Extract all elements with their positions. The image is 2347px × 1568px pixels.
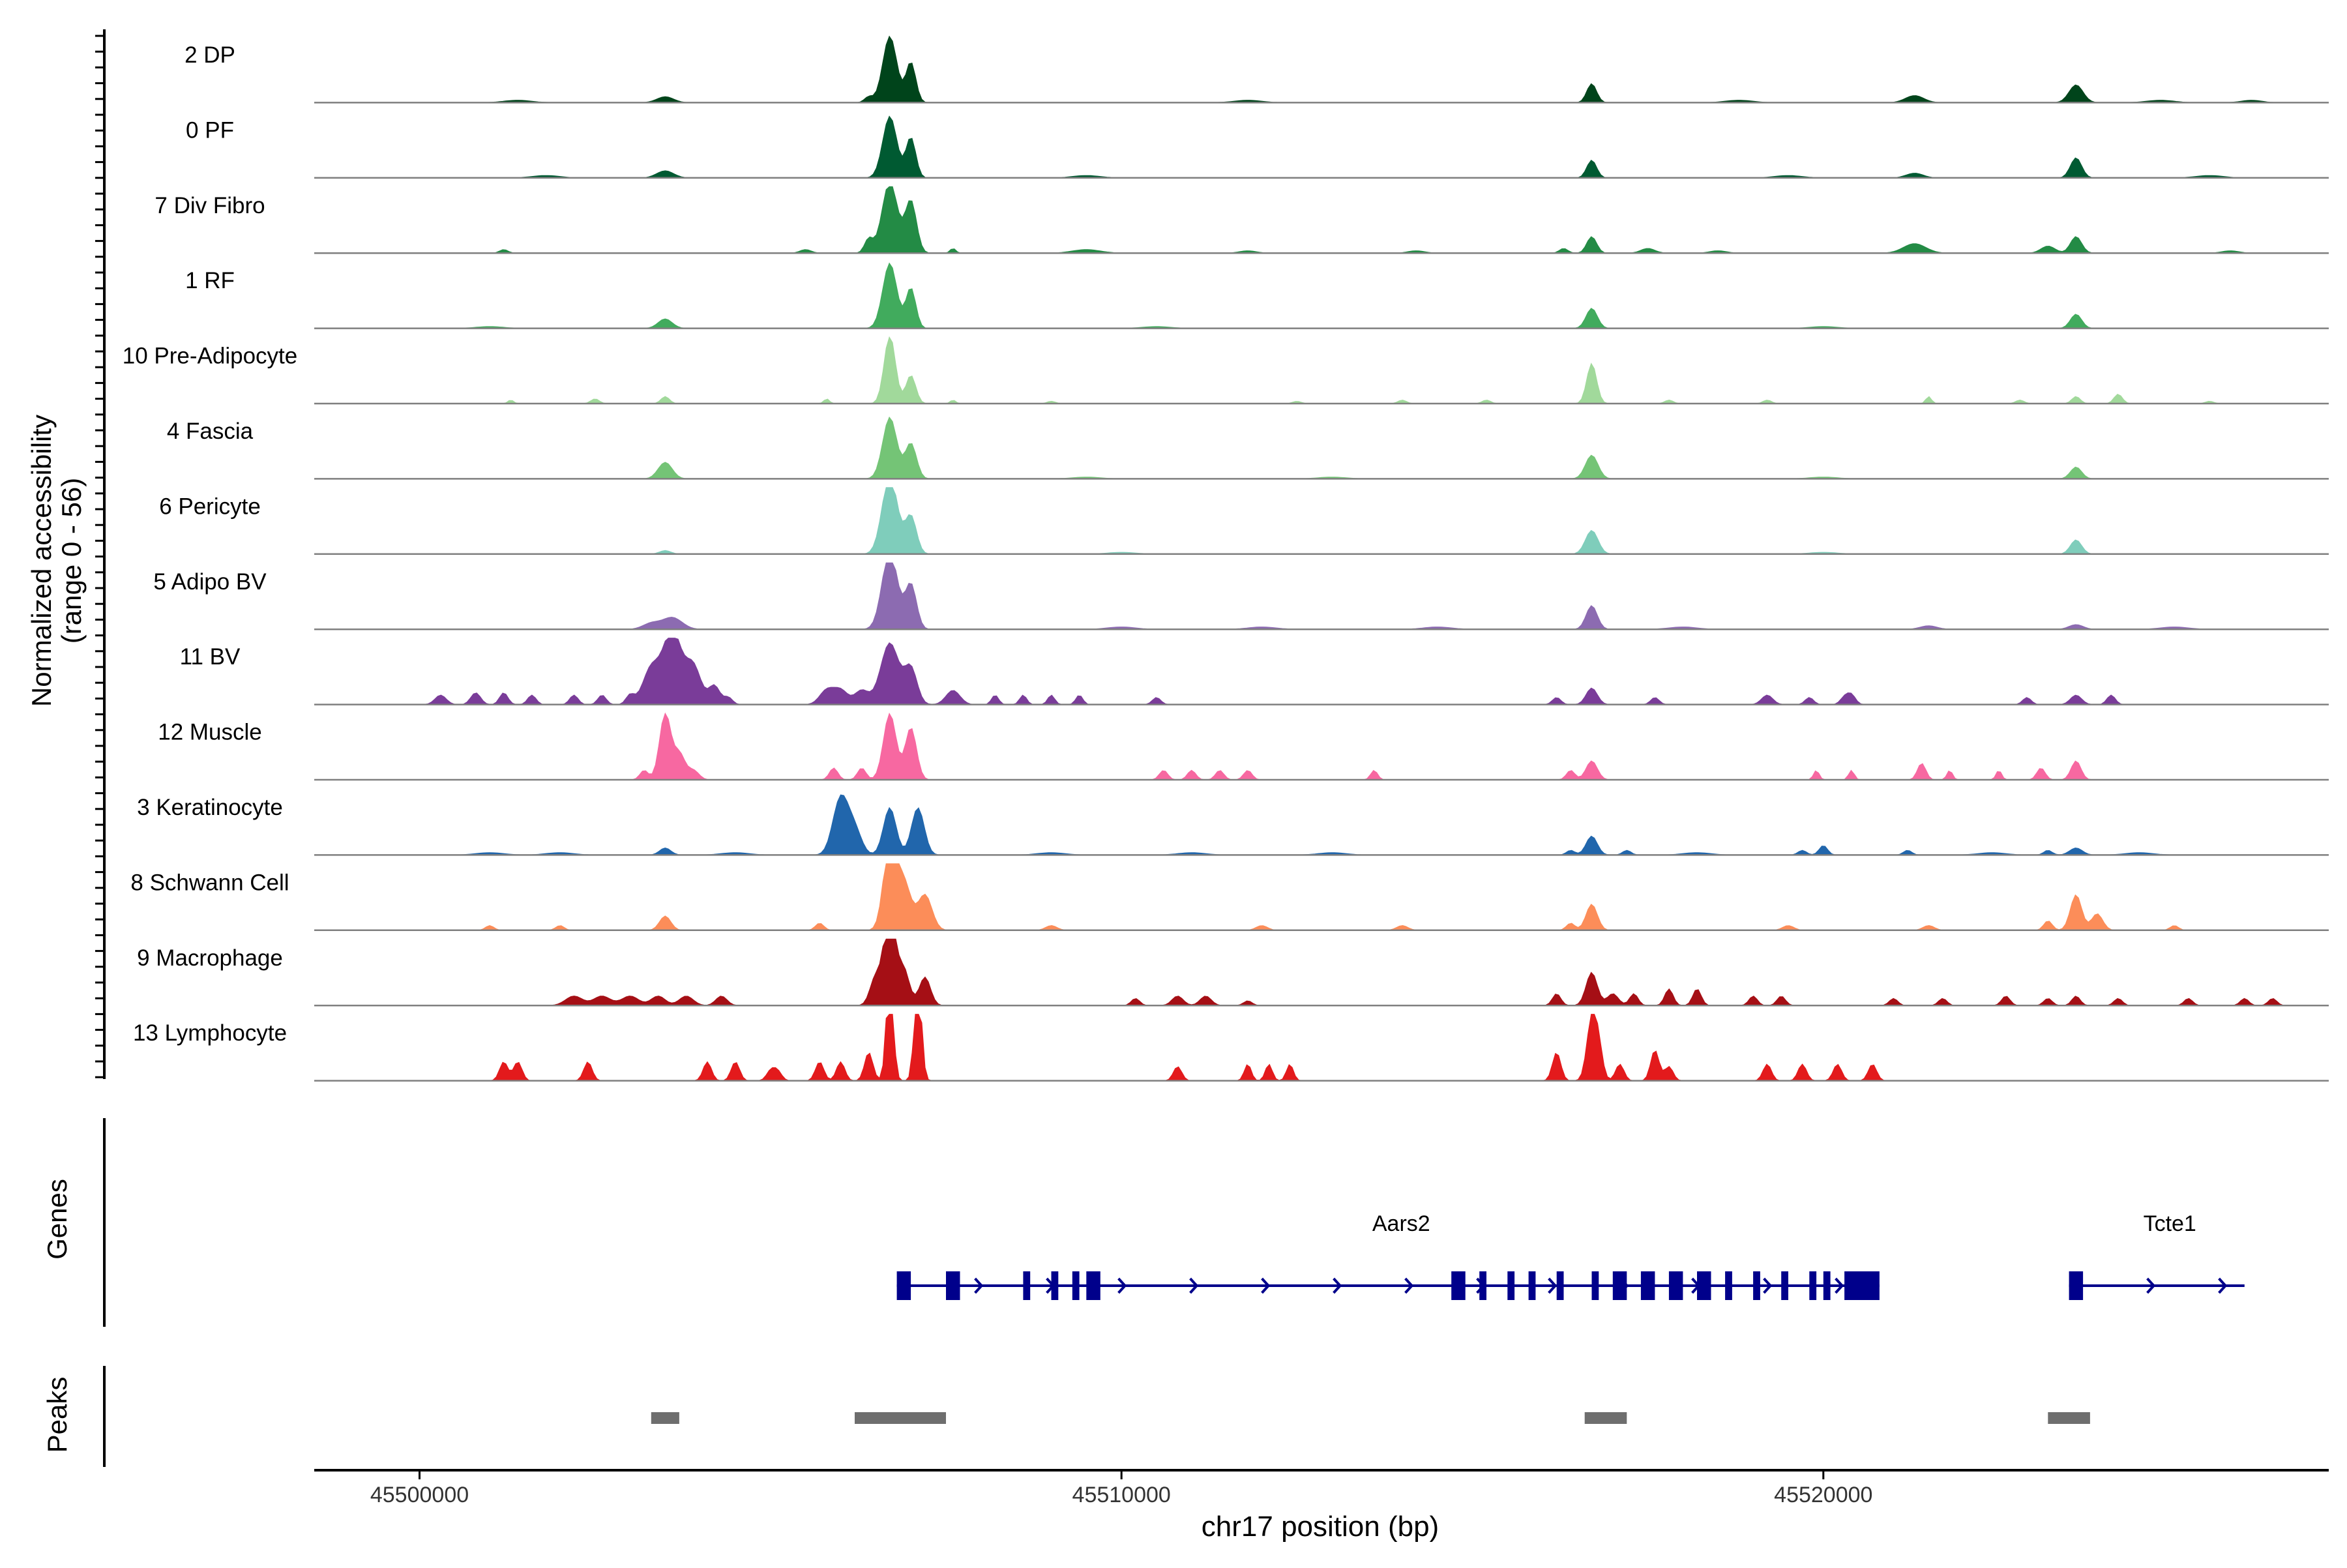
track-label: 7 Div Fibro — [155, 193, 265, 218]
axes: Normalized accessibility (range 0 - 56) … — [26, 29, 2329, 1543]
exon — [1023, 1271, 1031, 1300]
track-label: 5 Adipo BV — [153, 569, 267, 595]
track-label: 12 Muscle — [158, 720, 262, 745]
track-6-pericyte: 6 Pericyte — [159, 487, 2329, 555]
exon — [1072, 1271, 1080, 1300]
coverage-area — [314, 487, 2329, 555]
track-12-muscle: 12 Muscle — [158, 712, 2329, 781]
track-label: 13 Lymphocyte — [133, 1020, 287, 1046]
gene-aars2: Aars2 — [896, 1211, 1880, 1300]
coverage-area — [314, 1014, 2329, 1082]
coverage-area — [314, 863, 2329, 931]
genes-panel-label: Genes — [42, 1179, 72, 1260]
coverage-area — [314, 262, 2329, 329]
exon — [1479, 1271, 1486, 1300]
exon — [1612, 1271, 1627, 1300]
coverage-area — [314, 562, 2329, 630]
track-label: 3 Keratinocyte — [137, 795, 283, 820]
exon — [1556, 1271, 1564, 1300]
exon — [1086, 1271, 1100, 1300]
track-label: 9 Macrophage — [137, 945, 283, 971]
track-9-macrophage: 9 Macrophage — [137, 938, 2329, 1007]
exon — [1507, 1271, 1515, 1300]
strand-arrow — [1333, 1277, 1342, 1294]
track-8-schwann-cell: 8 Schwann Cell — [130, 863, 2329, 932]
track-10-pre-adipocyte: 10 Pre-Adipocyte — [123, 336, 2329, 405]
strand-arrow — [1189, 1277, 1199, 1294]
strand-arrow — [1548, 1277, 1557, 1294]
track-label: 1 RF — [185, 268, 235, 293]
peak-region — [855, 1412, 946, 1424]
exon — [1781, 1271, 1788, 1300]
track-3-keratinocyte: 3 Keratinocyte — [137, 794, 2329, 856]
exon — [1753, 1271, 1760, 1300]
peak-region — [2048, 1412, 2090, 1424]
coverage-area — [314, 416, 2329, 479]
track-label: 11 BV — [180, 644, 241, 670]
x-tick-label: 45510000 — [1072, 1483, 1171, 1507]
exon — [896, 1271, 911, 1300]
exon — [2069, 1271, 2084, 1300]
coverage-area — [314, 712, 2329, 780]
exon — [1823, 1271, 1831, 1300]
coverage-area — [314, 638, 2329, 705]
track-label: 10 Pre-Adipocyte — [123, 344, 297, 369]
y-axis-range-label: (range 0 - 56) — [56, 478, 87, 643]
exon — [1640, 1271, 1655, 1300]
y-axis-title: Normalized accessibility — [26, 415, 57, 707]
exon — [1697, 1271, 1711, 1300]
track-2-dp: 2 DP — [185, 35, 2329, 104]
track-1-rf: 1 RF — [185, 262, 2329, 329]
gene-label: Tcte1 — [2144, 1211, 2196, 1236]
track-label: 6 Pericyte — [159, 494, 261, 519]
track-7-div-fibro: 7 Div Fibro — [155, 186, 2329, 254]
strand-arrow — [1763, 1277, 1773, 1294]
track-0-pf: 0 PF — [186, 115, 2329, 179]
exon — [1725, 1271, 1732, 1300]
coverage-area — [314, 115, 2329, 179]
exon — [1451, 1271, 1466, 1300]
strand-arrow — [1117, 1277, 1127, 1294]
x-axis-title: chr17 position (bp) — [1202, 1511, 1439, 1543]
exon — [1844, 1271, 1880, 1300]
track-label: 8 Schwann Cell — [130, 870, 289, 895]
exon — [1528, 1271, 1536, 1300]
exon — [1051, 1271, 1059, 1300]
peaks-panel-label: Peaks — [42, 1377, 72, 1453]
peak-region — [1584, 1412, 1627, 1424]
gene-label: Aars2 — [1372, 1211, 1430, 1236]
coverage-area — [314, 336, 2329, 404]
coverage-area — [314, 186, 2329, 254]
track-label: 2 DP — [185, 42, 235, 68]
exon — [946, 1271, 960, 1300]
strand-arrow — [1404, 1277, 1414, 1294]
coverage-area — [314, 938, 2329, 1006]
track-4-fascia: 4 Fascia — [167, 416, 2329, 480]
coverage-area — [314, 794, 2329, 855]
strand-arrow — [1835, 1277, 1844, 1294]
track-label: 0 PF — [186, 117, 234, 143]
strand-arrow — [2218, 1277, 2228, 1294]
gene-panel: Aars2 Tcte1 — [896, 1211, 2245, 1300]
track-label: 4 Fascia — [167, 419, 254, 444]
strand-arrow — [2146, 1277, 2156, 1294]
strand-arrow — [974, 1277, 984, 1294]
peak-region — [651, 1412, 679, 1424]
exon — [1809, 1271, 1817, 1300]
peak-panel — [651, 1412, 2090, 1424]
x-tick-label: 45500000 — [370, 1483, 469, 1507]
x-tick-label: 45520000 — [1774, 1483, 1872, 1507]
coverage-area — [314, 35, 2329, 103]
exon — [1591, 1271, 1599, 1300]
track-13-lymphocyte: 13 Lymphocyte — [133, 1014, 2329, 1082]
exon — [1668, 1271, 1683, 1300]
track-11-bv: 11 BV — [180, 638, 2329, 705]
strand-arrow — [1261, 1277, 1271, 1294]
track-5-adipo-bv: 5 Adipo BV — [153, 562, 2329, 630]
gene-tcte1: Tcte1 — [2069, 1211, 2245, 1300]
track-panel: 2 DP 0 PF 7 Div Fibro 1 RF 10 Pre-Adipocyte 4… — [123, 35, 2329, 1082]
